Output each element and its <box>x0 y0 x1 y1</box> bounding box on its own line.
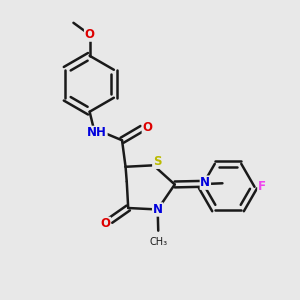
Text: O: O <box>85 28 94 41</box>
Text: F: F <box>258 180 266 193</box>
Text: N: N <box>153 203 163 216</box>
Text: S: S <box>153 155 161 168</box>
Text: O: O <box>142 121 152 134</box>
Text: O: O <box>100 218 110 230</box>
Text: N: N <box>200 176 210 189</box>
Text: NH: NH <box>87 126 107 140</box>
Text: CH₃: CH₃ <box>149 237 167 247</box>
